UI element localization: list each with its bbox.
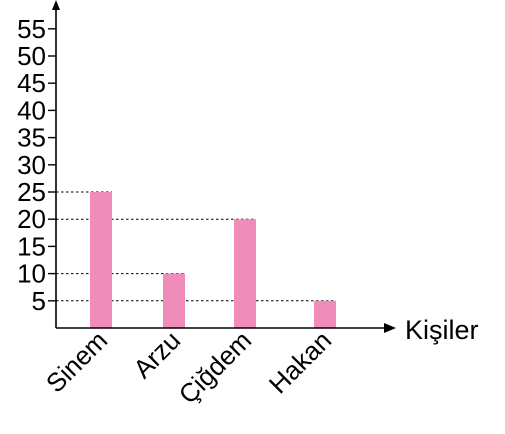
y-tick-label-55: 55 (17, 14, 46, 44)
bars (90, 192, 336, 328)
bar-arzu (163, 273, 185, 328)
category-label-arzu: Arzu (127, 325, 186, 384)
y-tick-label-45: 45 (17, 68, 46, 98)
y-tick-label-10: 10 (17, 259, 46, 289)
y-axis-arrow (52, 0, 60, 10)
y-tick-label-15: 15 (17, 231, 46, 261)
y-tick-label-20: 20 (17, 204, 46, 234)
y-tick-label-25: 25 (17, 177, 46, 207)
x-axis-title: Kişiler (405, 315, 479, 345)
y-tick-label-40: 40 (17, 95, 46, 125)
y-tick-label-35: 35 (17, 123, 46, 153)
x-axis (56, 323, 396, 333)
bar-sinem (90, 192, 112, 328)
x-axis-arrow (384, 323, 396, 333)
bar--i-dem (234, 219, 256, 328)
bar-hakan (314, 300, 336, 328)
category-label-hakan: Hakan (263, 325, 337, 399)
y-tick-label-5: 5 (32, 286, 46, 316)
category-label-sinem: Sinem (40, 325, 113, 398)
y-tick-label-30: 30 (17, 150, 46, 180)
category-label--i-dem: Çiğdem (173, 325, 258, 410)
y-tick-label-50: 50 (17, 41, 46, 71)
